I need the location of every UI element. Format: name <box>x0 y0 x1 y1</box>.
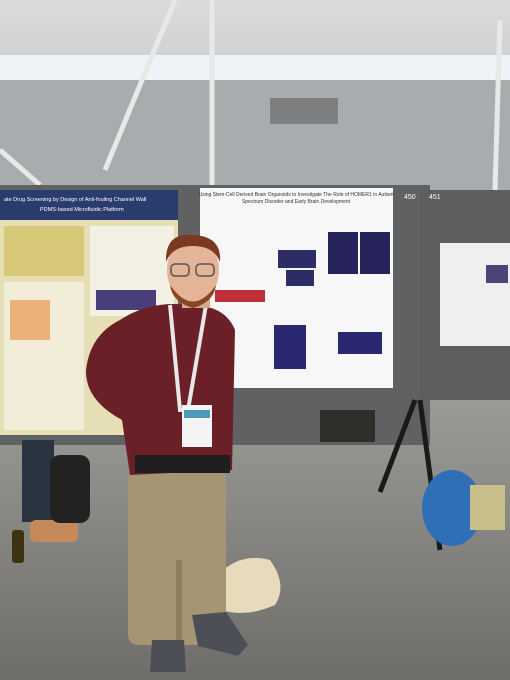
poster-figure <box>328 232 358 274</box>
glasses <box>195 263 215 277</box>
belt <box>135 455 230 473</box>
badge-strip <box>184 410 210 418</box>
shoe <box>150 640 186 672</box>
glasses <box>170 263 190 277</box>
poster-title: Using Stem-Cell Derived Brain Organoids … <box>199 192 394 198</box>
poster-figure <box>338 332 382 354</box>
poster-figure <box>274 325 306 369</box>
beam <box>102 0 178 171</box>
speakers <box>270 98 338 124</box>
poster-header <box>0 190 178 220</box>
board-number: 450 <box>404 194 416 201</box>
face <box>167 237 219 303</box>
bag <box>50 455 90 523</box>
board-number: 451 <box>429 194 441 201</box>
wall <box>0 80 510 195</box>
poster-figure <box>286 270 314 286</box>
ceiling-beams <box>0 0 503 191</box>
pants-seam <box>176 560 182 650</box>
beam <box>492 19 503 191</box>
bottle <box>12 530 24 563</box>
poster-figure <box>278 250 316 268</box>
bag <box>470 485 505 530</box>
person <box>85 234 248 672</box>
poster-figure <box>360 232 390 274</box>
skylight <box>0 55 510 80</box>
poster-subtitle: PDMS-based Microfluidic Platform <box>40 207 124 213</box>
poster-figure <box>486 265 508 283</box>
easel-leg <box>377 399 418 493</box>
pants <box>128 470 226 645</box>
poster <box>440 243 510 346</box>
shoe <box>30 520 78 542</box>
poster-figure <box>10 300 50 340</box>
cloth <box>218 557 281 614</box>
beam <box>0 148 42 187</box>
poster-figure <box>215 290 265 302</box>
poster-section <box>4 226 84 276</box>
beard <box>170 285 216 308</box>
bystander <box>22 440 54 522</box>
shoe <box>192 612 248 656</box>
backpack <box>422 470 482 546</box>
hair <box>165 234 221 262</box>
poster-subtitle: Spectrum Disorder and Early Brain Develo… <box>242 199 351 205</box>
bystander <box>320 410 375 442</box>
poster-figure <box>96 290 156 310</box>
poster-title: ate Drug Screening by Design of Anti-fou… <box>4 197 146 203</box>
